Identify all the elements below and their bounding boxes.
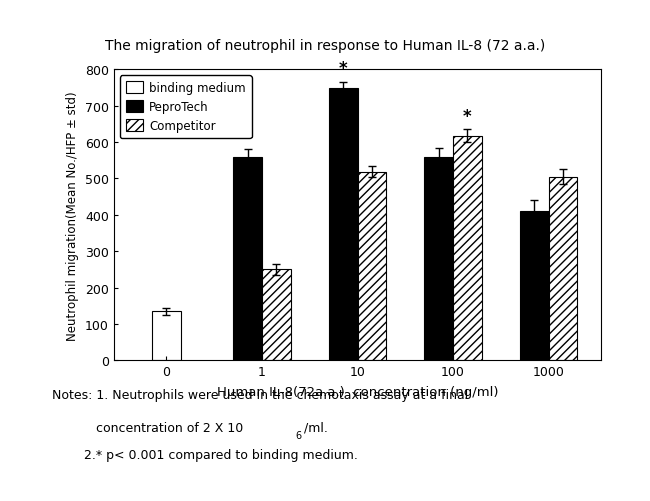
Bar (233, 157, 262, 361)
Text: /ml.: /ml. (304, 421, 328, 434)
Bar (520, 212, 549, 361)
Text: *: * (463, 107, 472, 125)
Bar (152, 312, 181, 361)
Bar (329, 89, 358, 361)
Bar (262, 270, 291, 361)
Y-axis label: Neutrophil migration(Mean No./HFP ± std): Neutrophil migration(Mean No./HFP ± std) (66, 91, 79, 340)
X-axis label: Human IL-8(72a.a.)  concentration (ng/ml): Human IL-8(72a.a.) concentration (ng/ml) (216, 385, 499, 398)
Text: *: * (339, 60, 348, 78)
Legend: binding medium, PeproTech, Competitor: binding medium, PeproTech, Competitor (120, 76, 252, 139)
Text: The migration of neutrophil in response to Human IL-8 (72 a.a.): The migration of neutrophil in response … (105, 39, 545, 53)
Text: 6: 6 (296, 430, 302, 440)
Bar (453, 136, 482, 361)
Text: 2.* p< 0.001 compared to binding medium.: 2.* p< 0.001 compared to binding medium. (52, 448, 358, 461)
Text: concentration of 2 X 10: concentration of 2 X 10 (52, 421, 247, 434)
Bar (424, 158, 453, 361)
Text: Notes: 1. Neutrophils were used in the chemotaxis assay at a final: Notes: 1. Neutrophils were used in the c… (52, 388, 468, 401)
Bar (358, 172, 386, 361)
Bar (549, 177, 577, 361)
